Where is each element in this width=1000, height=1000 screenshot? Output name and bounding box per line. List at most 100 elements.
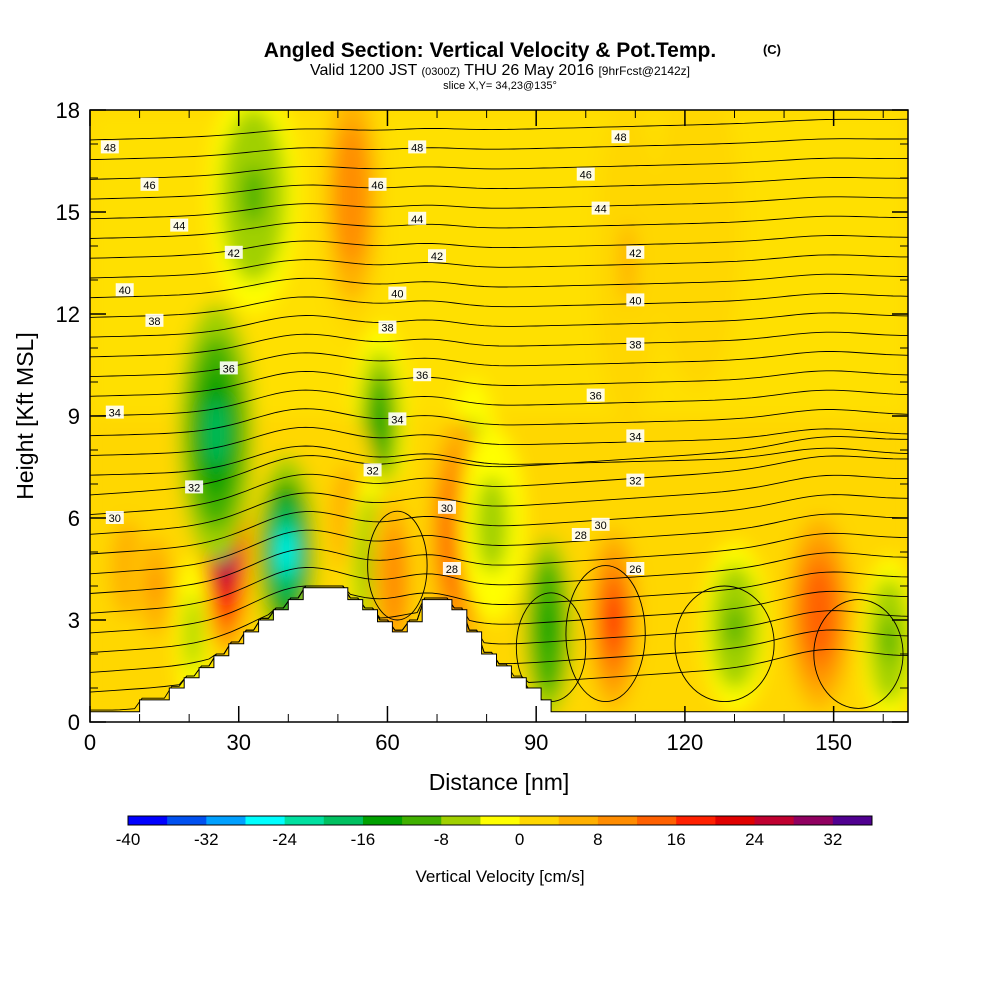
colorbar-swatch — [206, 816, 246, 825]
velocity-cell — [242, 165, 265, 225]
contour-label-bg — [626, 473, 645, 487]
contour-label-text: 42 — [228, 248, 240, 260]
velocity-cell — [206, 400, 226, 466]
colorbar-tick-label: -40 — [116, 830, 141, 849]
contour-label-bg — [100, 140, 119, 154]
contour-label: 26 — [626, 562, 645, 576]
velocity-field — [90, 110, 908, 722]
contour-label-text: 30 — [595, 520, 607, 532]
theta-contour-line — [90, 293, 908, 318]
colorbar-tick-label: 24 — [745, 830, 764, 849]
contour-label: 38 — [626, 337, 645, 352]
theta-contour-line — [90, 157, 908, 180]
contour-label-bg — [591, 201, 610, 215]
velocity-cell — [542, 604, 555, 650]
theta-contour-line — [90, 571, 908, 634]
velocity-cell — [188, 614, 197, 653]
contour-label-text: 38 — [381, 323, 393, 335]
colorbar-swatch — [128, 816, 168, 825]
velocity-cell — [726, 605, 744, 648]
theta-contour-line — [90, 177, 908, 200]
theta-contour-line — [90, 455, 908, 516]
colorbar-swatch — [441, 816, 481, 825]
contour-label-bg — [388, 286, 407, 300]
contour-label-text: 40 — [629, 295, 641, 307]
colorbar-tick-label: 8 — [593, 830, 602, 849]
colorbar-tick-label: -24 — [272, 830, 297, 849]
contour-label-text: 44 — [595, 204, 607, 216]
colorbar-swatch — [480, 816, 521, 825]
velocity-cell — [607, 597, 620, 643]
subtitle-date: THU 26 May 2016 — [464, 62, 594, 79]
contour-label-text: 48 — [411, 142, 423, 154]
colorbar-swatch — [284, 816, 325, 825]
contour-label-bg — [626, 245, 645, 259]
contour-label-text: 48 — [614, 132, 626, 144]
contour-label-bg — [185, 480, 204, 494]
theta-contour-line — [90, 118, 908, 141]
y-axis-label: Height [Kft MSL] — [12, 332, 38, 499]
contour-label-bg — [408, 211, 427, 225]
contour-label-bg — [105, 405, 124, 419]
contour-label: 42 — [428, 249, 447, 263]
velocity-cell — [686, 188, 709, 270]
theta-contour-line — [90, 408, 908, 437]
contour-label-text: 30 — [441, 503, 453, 515]
contour-label-bg — [115, 283, 134, 297]
contour-label-text: 48 — [104, 142, 116, 154]
colorbar-swatch — [245, 816, 286, 825]
colorbar-swatch — [167, 816, 207, 825]
contour-label: 36 — [413, 368, 432, 382]
theta-contour-line — [90, 436, 908, 496]
contour-label-text: 42 — [629, 248, 641, 260]
contour-label: 34 — [388, 412, 407, 426]
x-tick-label: 30 — [226, 730, 250, 755]
plot-area: 48 46 44 42 40 38 36 34 32 30 48 46 44 42 40 38 36 34 32 30… — [90, 110, 908, 722]
theta-contour-line — [90, 312, 908, 338]
contour-label-bg — [105, 511, 124, 524]
contour-label-text: 36 — [590, 391, 602, 403]
contour-label: 28 — [442, 562, 461, 576]
subtitle-valid: Valid 1200 JST — [310, 62, 418, 79]
colorbar-tick-label: -32 — [194, 830, 219, 849]
contour-label-text: 36 — [416, 370, 428, 382]
contour-label: 44 — [591, 201, 610, 216]
contour-label-bg — [378, 320, 397, 334]
contour-label-bg — [626, 429, 645, 443]
contour-label-bg — [428, 249, 447, 263]
theta-contour-line — [90, 389, 908, 417]
contour-label: 46 — [576, 167, 595, 182]
velocity-cell — [619, 222, 636, 304]
contour-label-bg — [140, 177, 159, 191]
velocity-cell — [811, 588, 828, 638]
contour-label: 48 — [100, 140, 119, 154]
contour-label-text: 34 — [109, 408, 121, 420]
colorbar-label: Vertical Velocity [cm/s] — [415, 867, 584, 886]
contour-label: 44 — [170, 218, 189, 233]
contour-label: 46 — [140, 177, 159, 192]
contour-label-bg — [442, 562, 461, 575]
x-tick-label: 0 — [84, 730, 96, 755]
y-tick-label: 9 — [68, 404, 80, 429]
colorbar-swatch — [558, 816, 599, 825]
contour-label-bg — [219, 361, 238, 375]
x-tick-label: 90 — [524, 730, 548, 755]
contour-label: 28 — [571, 528, 590, 542]
colorbar-tick-label: 0 — [515, 830, 524, 849]
terrain — [90, 587, 908, 722]
contour-label-text: 40 — [391, 289, 403, 301]
colorbar-tick-label: 32 — [823, 830, 842, 849]
velocity-cell — [483, 500, 501, 550]
theta-contour-line — [90, 426, 908, 456]
contour-label: 32 — [363, 463, 382, 477]
theta-contour-line — [90, 552, 908, 614]
colorbar-frame — [127, 815, 873, 826]
contour-label-bg — [413, 368, 432, 382]
contour-label-text: 32 — [188, 482, 200, 494]
y-tick-label: 0 — [68, 710, 80, 735]
colorbar-swatch — [715, 816, 756, 825]
contour-label: 44 — [408, 211, 427, 226]
colorbar: -40 -32 -24 -16 -8 0 8 16 24 32 — [116, 815, 873, 849]
contour-label: 36 — [219, 361, 238, 375]
